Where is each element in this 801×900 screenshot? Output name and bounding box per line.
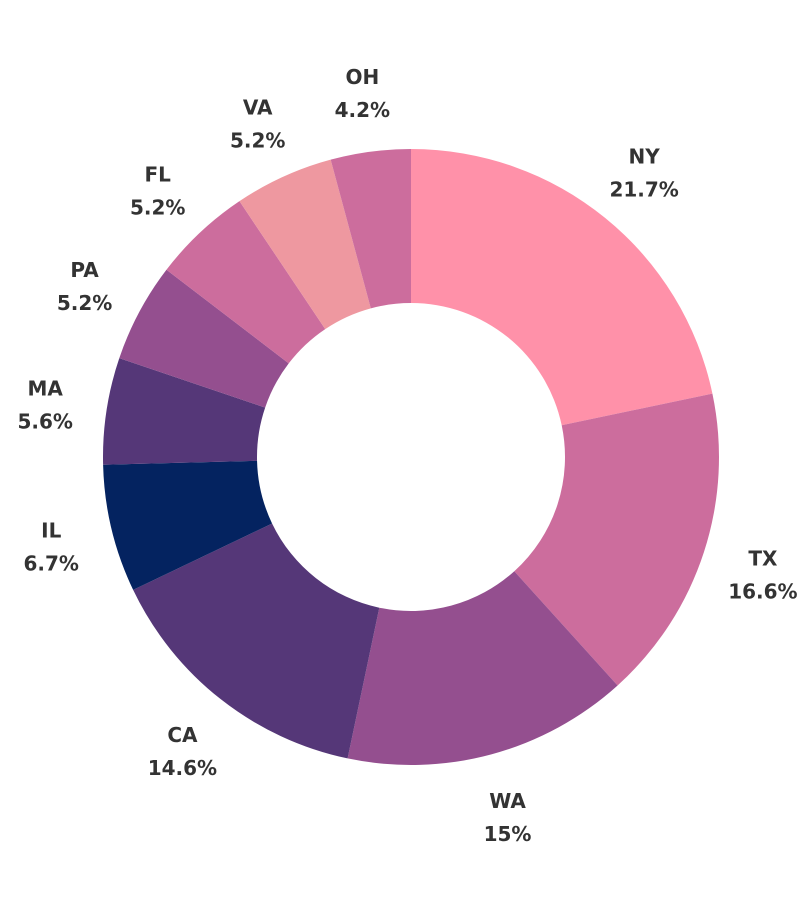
slices-group: [103, 149, 719, 765]
slice-label-il: IL: [41, 518, 61, 542]
slice-value-ca: 14.6%: [148, 756, 217, 780]
slice-label-va: VA: [243, 95, 273, 119]
slice-label-pa: PA: [70, 258, 99, 282]
slice-label-fl: FL: [145, 162, 172, 186]
slice-pa: [119, 269, 289, 408]
slice-value-fl: 5.2%: [130, 195, 185, 219]
slice-label-ny: NY: [629, 145, 661, 169]
slice-label-ma: MA: [28, 376, 64, 400]
slice-ny: [411, 149, 713, 426]
slice-label-ca: CA: [167, 723, 198, 747]
slice-value-tx: 16.6%: [728, 579, 797, 603]
slice-value-pa: 5.2%: [57, 291, 112, 315]
slice-value-oh: 4.2%: [335, 98, 390, 122]
labels-group: NY 21.7% TX 16.6% WA 15% CA 14.6% IL 6.7% MA 5.6% PA…: [17, 65, 797, 846]
slice-ca: [133, 523, 380, 759]
slice-label-wa: WA: [489, 789, 526, 813]
slice-label-tx: TX: [748, 546, 778, 570]
slice-value-ny: 21.7%: [609, 178, 678, 202]
slice-value-il: 6.7%: [23, 551, 78, 575]
slice-value-wa: 15%: [484, 822, 532, 846]
slice-ma: [103, 358, 266, 465]
slice-va: [239, 159, 371, 330]
slice-value-va: 5.2%: [230, 128, 285, 152]
slice-tx: [514, 393, 719, 686]
slice-label-oh: OH: [345, 65, 379, 89]
slice-fl: [166, 201, 326, 364]
slice-value-ma: 5.6%: [17, 409, 72, 433]
slice-wa: [347, 571, 618, 765]
slice-oh: [330, 149, 411, 309]
slice-il: [103, 460, 273, 590]
